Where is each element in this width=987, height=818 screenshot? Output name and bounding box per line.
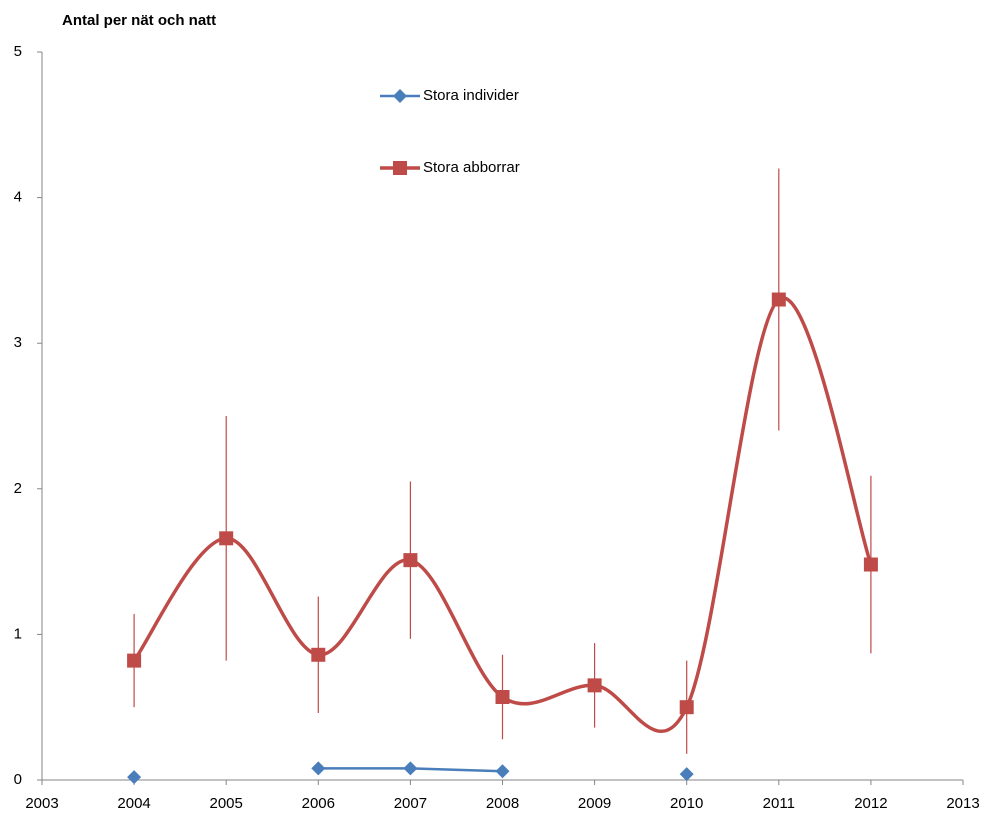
x-tick-label: 2013 xyxy=(946,795,979,812)
x-tick-label: 2011 xyxy=(763,795,795,812)
y-tick-label: 0 xyxy=(14,771,22,788)
x-tick-label: 2003 xyxy=(25,795,58,812)
y-tick-label: 1 xyxy=(14,625,22,642)
y-axis-title: Antal per nät och natt xyxy=(62,12,216,29)
legend-marker xyxy=(393,161,407,175)
legend-label: Stora abborrar xyxy=(423,159,520,176)
data-point xyxy=(127,770,142,785)
y-tick-label: 2 xyxy=(14,480,22,497)
y-tick-label: 5 xyxy=(14,43,22,60)
x-tick-label: 2012 xyxy=(854,795,887,812)
data-point xyxy=(403,761,418,776)
x-tick-label: 2004 xyxy=(117,795,150,812)
legend-label: Stora individer xyxy=(423,87,519,104)
x-tick-label: 2006 xyxy=(302,795,335,812)
data-point xyxy=(587,678,602,693)
data-point xyxy=(311,761,326,776)
data-point xyxy=(495,764,510,779)
data-point xyxy=(403,553,418,568)
data-point xyxy=(679,767,694,782)
data-point xyxy=(311,647,326,662)
data-point xyxy=(495,690,510,705)
data-point xyxy=(863,557,878,572)
data-point xyxy=(771,292,786,307)
legend-marker xyxy=(393,89,407,103)
data-point xyxy=(219,531,234,546)
x-tick-label: 2007 xyxy=(394,795,427,812)
y-tick-label: 3 xyxy=(14,334,22,351)
x-tick-label: 2005 xyxy=(210,795,243,812)
data-point xyxy=(127,653,142,668)
x-tick-label: 2009 xyxy=(578,795,611,812)
y-tick-label: 4 xyxy=(14,189,22,206)
x-tick-label: 2010 xyxy=(670,795,703,812)
data-point xyxy=(679,700,694,715)
x-tick-label: 2008 xyxy=(486,795,519,812)
